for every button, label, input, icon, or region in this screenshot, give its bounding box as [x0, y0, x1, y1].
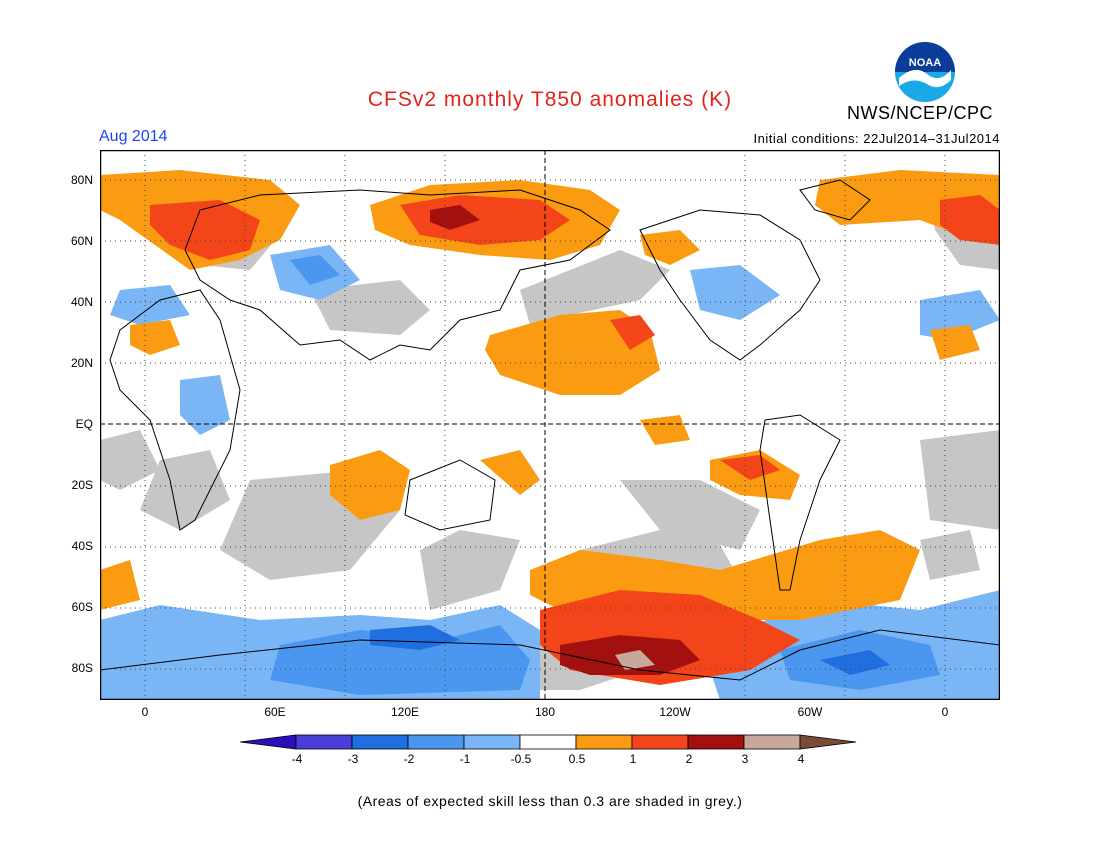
- initial-conditions: Initial conditions: 22Jul2014–31Jul2014: [753, 131, 1000, 146]
- colorbar: [240, 734, 857, 750]
- colorbar-cells: [240, 734, 857, 750]
- graticule: [100, 150, 1000, 700]
- lon-label: 0: [141, 705, 149, 719]
- colorbar-cell: [799, 734, 857, 750]
- reference-lines: [100, 150, 1000, 700]
- lat-label: 60S: [71, 600, 93, 614]
- colorbar-label: -2: [403, 752, 415, 766]
- lat-label: 20N: [70, 356, 93, 370]
- lat-label: 20S: [71, 478, 93, 492]
- logo-top-half: [895, 42, 955, 72]
- colorbar-label: -3: [347, 752, 359, 766]
- colorbar-label: 1: [629, 752, 637, 766]
- colorbar-cell: [743, 734, 801, 750]
- colorbar-cell: [351, 734, 409, 750]
- colorbar-cell: [407, 734, 465, 750]
- colorbar-label: 3: [741, 752, 749, 766]
- lon-label: 120E: [390, 705, 420, 719]
- logo-text: NOAA: [909, 57, 941, 69]
- forecast-period: Aug 2014: [99, 128, 168, 145]
- colorbar-label: -4: [291, 752, 303, 766]
- lat-label: 40S: [71, 539, 93, 553]
- logo-bird: [899, 69, 951, 88]
- noaa-logo: NOAA: [895, 42, 955, 102]
- anomaly-dark-blue: [370, 625, 890, 675]
- lon-label: 120W: [659, 705, 691, 719]
- colorbar-cell: [575, 734, 633, 750]
- colorbar-cell: [463, 734, 521, 750]
- colorbar-label: 0.5: [568, 752, 586, 766]
- organization-label: NWS/NCEP/CPC: [847, 103, 994, 123]
- chart-title: CFSv2 monthly T850 anomalies (K): [367, 88, 733, 111]
- colorbar-cell: [295, 734, 353, 750]
- lat-label: 80S: [71, 661, 93, 675]
- colorbar-cell: [240, 734, 297, 750]
- coastlines: [100, 179, 1000, 681]
- colorbar-label: 4: [797, 752, 805, 766]
- colorbar-cell: [687, 734, 745, 750]
- colorbar-cell: [631, 734, 689, 750]
- lat-label: 40N: [70, 295, 93, 309]
- anomaly-map: [100, 150, 1000, 700]
- lon-label: 60W: [797, 705, 823, 719]
- colorbar-label: -1: [459, 752, 471, 766]
- lon-label: 0: [941, 705, 949, 719]
- lon-label: 60E: [264, 705, 286, 719]
- lat-label: 80N: [70, 173, 93, 187]
- colorbar-cell: [519, 734, 577, 750]
- map-frame: [100, 150, 1000, 700]
- anomaly-tan: [615, 650, 655, 670]
- lat-label: EQ: [75, 417, 93, 431]
- lat-label: 60N: [70, 234, 93, 248]
- skill-footnote: (Areas of expected skill less than 0.3 a…: [357, 793, 743, 809]
- colorbar-label: 2: [685, 752, 693, 766]
- lon-label: 180: [534, 705, 556, 719]
- colorbar-label: -0.5: [510, 752, 532, 766]
